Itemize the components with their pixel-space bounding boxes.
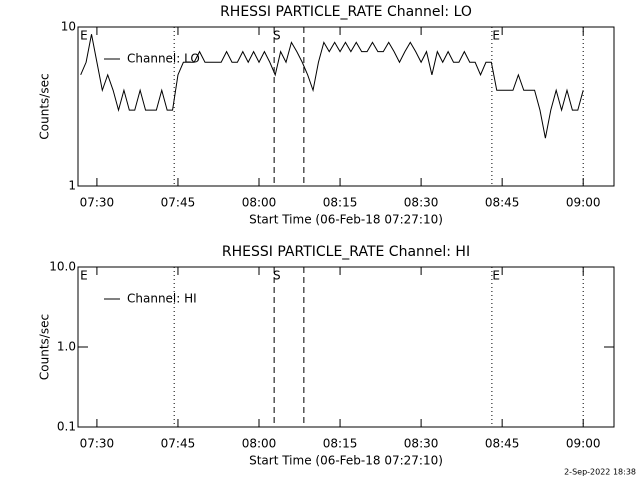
x-tick-label: 08:15 [323,196,358,210]
x-tick-label: 07:30 [80,196,115,210]
legend-label: Channel: LO [127,52,200,66]
x-axis-label: Start Time (06-Feb-18 07:27:10) [249,213,443,227]
x-tick-label: 08:30 [404,196,439,210]
x-tick-label: 09:00 [566,437,601,451]
x-axis-label: Start Time (06-Feb-18 07:27:10) [249,454,443,468]
x-tick-label: 08:00 [242,437,277,451]
x-tick-label: 07:45 [161,437,196,451]
y-tick-label: 1.0 [57,340,76,354]
x-tick-label: 08:30 [404,437,439,451]
x-tick-label: 08:45 [485,196,520,210]
plot-frame [77,26,615,187]
y-axis-label: Counts/sec [38,73,52,139]
y-tick-label: 1 [68,179,76,193]
chart-title: RHESSI PARTICLE_RATE Channel: HI [222,244,470,260]
chart-title: RHESSI PARTICLE_RATE Channel: LO [220,4,472,20]
y-tick-label: 10.0 [49,260,76,274]
y-tick-label: 10 [61,20,76,34]
x-tick-label: 08:15 [323,437,358,451]
footer-date: 2-Sep-2022 18:38 [564,468,636,477]
legend-label: Channel: HI [127,292,197,306]
data-line [80,34,584,139]
event-label: E [80,29,88,43]
event-label: S [273,29,281,43]
x-tick-label: 08:45 [485,437,520,451]
x-tick-label: 07:45 [161,196,196,210]
x-tick-label: 09:00 [566,196,601,210]
y-tick-label: 0.1 [57,420,76,434]
event-label: S [273,269,281,283]
event-label: E [80,269,88,283]
event-label: E [492,269,500,283]
x-tick-label: 08:00 [242,196,277,210]
x-tick-label: 07:30 [80,437,115,451]
y-axis-label: Counts/sec [38,314,52,380]
event-label: E [492,29,500,43]
